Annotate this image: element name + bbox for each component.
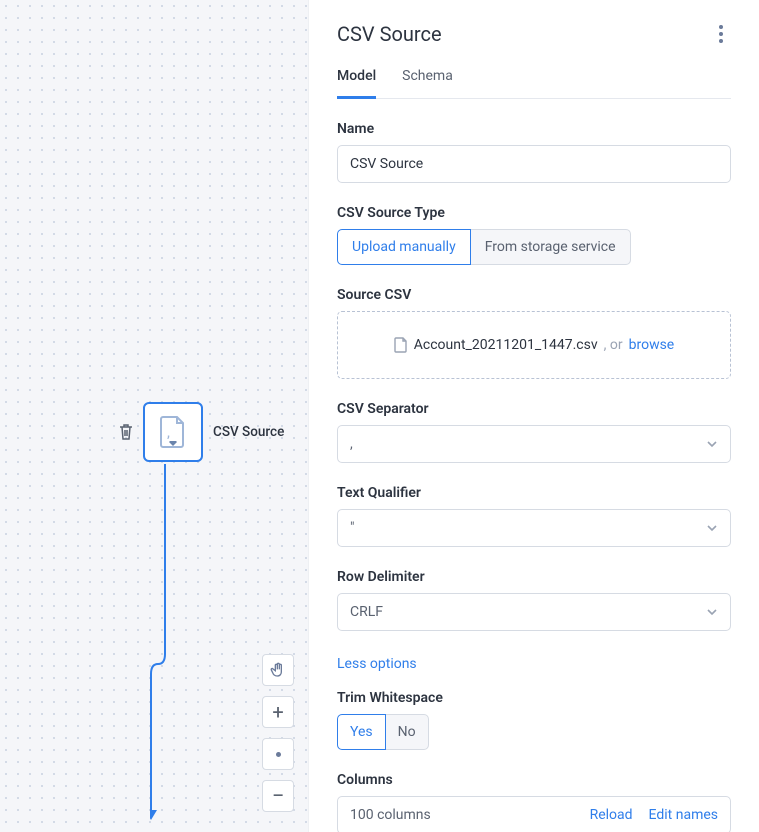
canvas[interactable]: , CSV Source + − (0, 0, 308, 832)
panel-title: CSV Source (337, 22, 442, 46)
chevron-down-icon (706, 522, 718, 534)
trash-icon (118, 423, 134, 441)
source-csv-label: Source CSV (337, 287, 731, 303)
trim-yes-button[interactable]: Yes (337, 714, 386, 750)
csv-source-node[interactable]: , (143, 402, 203, 462)
canvas-tools: + − (262, 654, 294, 812)
file-icon (394, 337, 408, 353)
source-csv-dropzone[interactable]: Account_20211201_1447.csv , or browse (337, 311, 731, 379)
tab-model[interactable]: Model (337, 68, 376, 99)
properties-panel: CSV Source Model Schema Name CSV Source … (308, 0, 759, 832)
chevron-down-icon (706, 438, 718, 450)
csv-file-icon: , (159, 415, 187, 449)
node-label: CSV Source (213, 424, 284, 440)
qualifier-value: " (350, 520, 354, 536)
source-type-storage-button[interactable]: From storage service (470, 229, 631, 265)
zoom-out-button[interactable]: − (262, 780, 294, 812)
minus-icon: − (272, 791, 285, 802)
kebab-icon (719, 25, 723, 29)
columns-reload-link[interactable]: Reload (590, 807, 633, 823)
source-type-segmented: Upload manually From storage service (337, 229, 731, 265)
columns-row: 100 columns Reload Edit names (337, 796, 731, 832)
svg-text:,: , (167, 426, 170, 440)
row-delim-label: Row Delimiter (337, 569, 731, 585)
delete-node-button[interactable] (115, 421, 137, 443)
panel-tabs: Model Schema (337, 68, 731, 99)
separator-value: , (350, 436, 353, 452)
source-csv-or: , or (604, 337, 623, 353)
tab-schema[interactable]: Schema (402, 68, 453, 98)
name-label: Name (337, 121, 731, 137)
pan-tool-button[interactable] (262, 654, 294, 686)
columns-label: Columns (337, 772, 731, 788)
zoom-in-button[interactable]: + (262, 696, 294, 728)
plus-icon: + (272, 702, 283, 722)
source-type-upload-button[interactable]: Upload manually (337, 229, 471, 265)
separator-select[interactable]: , (337, 425, 731, 463)
source-csv-filename: Account_20211201_1447.csv (414, 337, 598, 353)
qualifier-label: Text Qualifier (337, 485, 731, 501)
node-row: , CSV Source (115, 402, 284, 462)
source-csv-browse-link[interactable]: browse (629, 337, 675, 353)
hand-icon (270, 662, 286, 678)
trim-label: Trim Whitespace (337, 690, 731, 706)
panel-menu-button[interactable] (711, 22, 731, 46)
row-delim-value: CRLF (350, 604, 383, 620)
row-delim-select[interactable]: CRLF (337, 593, 731, 631)
trim-no-button[interactable]: No (385, 714, 429, 750)
separator-label: CSV Separator (337, 401, 731, 417)
columns-value: 100 columns (350, 807, 431, 823)
source-type-label: CSV Source Type (337, 205, 731, 221)
trim-segmented: Yes No (337, 714, 731, 750)
zoom-reset-button[interactable] (262, 738, 294, 770)
name-input[interactable] (337, 145, 731, 183)
columns-edit-names-link[interactable]: Edit names (649, 807, 718, 823)
connector-line (150, 464, 180, 826)
less-options-link[interactable]: Less options (337, 656, 417, 672)
chevron-down-icon (706, 606, 718, 618)
qualifier-select[interactable]: " (337, 509, 731, 547)
dot-icon (276, 752, 281, 757)
